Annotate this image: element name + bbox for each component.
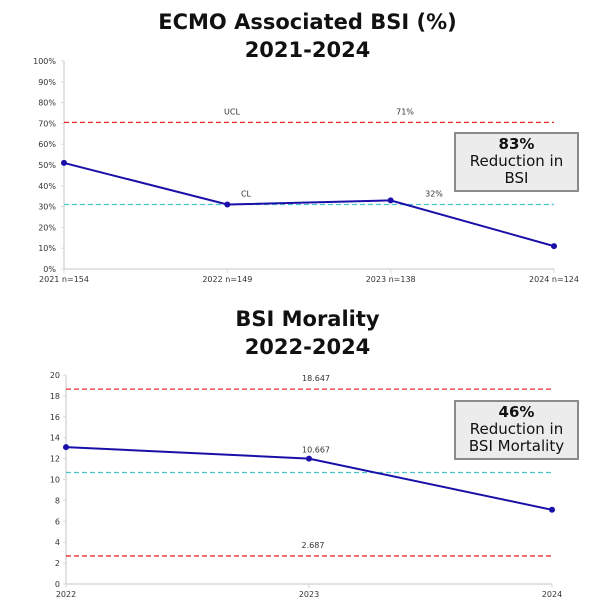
chart2-data-point xyxy=(63,444,69,451)
chart1-y-tick-label: 10% xyxy=(38,244,56,253)
chart2-data-point xyxy=(549,506,555,513)
chart1-subtitle: 2021-2024 xyxy=(244,38,371,62)
chart1-ucl-value-label: 71% xyxy=(396,107,414,116)
chart2-x-tick-label: 2022 xyxy=(56,590,76,599)
chart2-callout-line1: Reduction in xyxy=(469,420,564,438)
chart1-y-tick-label: 20% xyxy=(38,223,56,232)
chart1-ucl-label: UCL xyxy=(224,107,240,116)
chart2-y-tick-label: 12 xyxy=(50,455,60,464)
chart2-ucl-value-label: 18.647 xyxy=(302,374,330,383)
chart1-y-tick-label: 90% xyxy=(38,78,56,87)
chart1-callout-line2: BSI xyxy=(504,169,529,187)
chart1-callout: 83% Reduction in BSI xyxy=(454,132,579,192)
chart1-y-tick-label: 80% xyxy=(38,99,56,108)
chart1-data-point xyxy=(387,197,394,204)
chart1-x-tick-label: 2021 n=154 xyxy=(39,275,89,284)
chart1-x-tick-label: 2022 n=149 xyxy=(202,275,252,284)
chart1-cl-value-label: 32% xyxy=(425,190,443,199)
chart2-callout: 46% Reduction in BSI Mortality xyxy=(454,400,579,460)
chart1-data-point xyxy=(551,243,557,250)
chart1-y-tick-label: 70% xyxy=(38,119,56,128)
chart1-data-point xyxy=(224,201,231,208)
chart1-y-tick-label: 40% xyxy=(38,182,56,191)
chart1-series-line xyxy=(63,161,555,248)
chart1-x-tick-label: 2024 n=124 xyxy=(529,275,579,284)
chart1-x-tick-label: 2023 n=138 xyxy=(366,275,416,284)
chart2-y-tick-label: 10 xyxy=(50,476,60,485)
chart2-y-tick-label: 4 xyxy=(55,538,60,547)
chart2-callout-headline: 46% xyxy=(498,403,535,421)
chart2-cl-value-label: 10.667 xyxy=(302,446,330,455)
chart1-title: ECMO Associated BSI (%) 2021-2024 xyxy=(0,8,615,64)
chart1-y-tick-label: 60% xyxy=(38,140,56,149)
chart2-lcl-value-label: 2.687 xyxy=(302,541,325,550)
chart2-subtitle: 2022-2024 xyxy=(244,335,371,359)
chart2-y-tick-label: 18 xyxy=(50,392,60,401)
chart1-title-text: ECMO Associated BSI (%) xyxy=(158,10,457,34)
chart2-y-tick-label: 16 xyxy=(50,413,60,422)
chart2-y-tick-label: 14 xyxy=(50,434,60,443)
chart1-y-tick-label: 30% xyxy=(38,203,56,212)
chart2-y-tick-label: 0 xyxy=(55,580,60,589)
chart2-title: BSI Morality 2022-2024 xyxy=(0,305,615,361)
chart2-y-tick-label: 2 xyxy=(55,559,60,568)
chart2-y-tick-label: 20 xyxy=(50,371,60,380)
chart1-data-point xyxy=(61,159,67,166)
chart2-data-point xyxy=(306,455,312,462)
chart2-y-tick-label: 8 xyxy=(55,496,60,505)
chart2-callout-line2: BSI Mortality xyxy=(468,437,565,455)
chart2-x-tick-label: 2023 xyxy=(299,590,319,599)
chart1-y-tick-label: 50% xyxy=(38,161,56,170)
chart2-y-tick-label: 6 xyxy=(55,517,60,526)
chart1-y-tick-label: 0% xyxy=(43,265,56,274)
chart1-callout-line1: Reduction in xyxy=(469,152,564,170)
chart1-y-tick-label: 100% xyxy=(33,57,56,66)
chart1-cl-label: CL xyxy=(241,190,252,199)
chart1-callout-headline: 83% xyxy=(498,135,535,153)
chart2-title-text: BSI Morality xyxy=(235,307,380,331)
chart2-x-tick-label: 2024 xyxy=(542,590,562,599)
